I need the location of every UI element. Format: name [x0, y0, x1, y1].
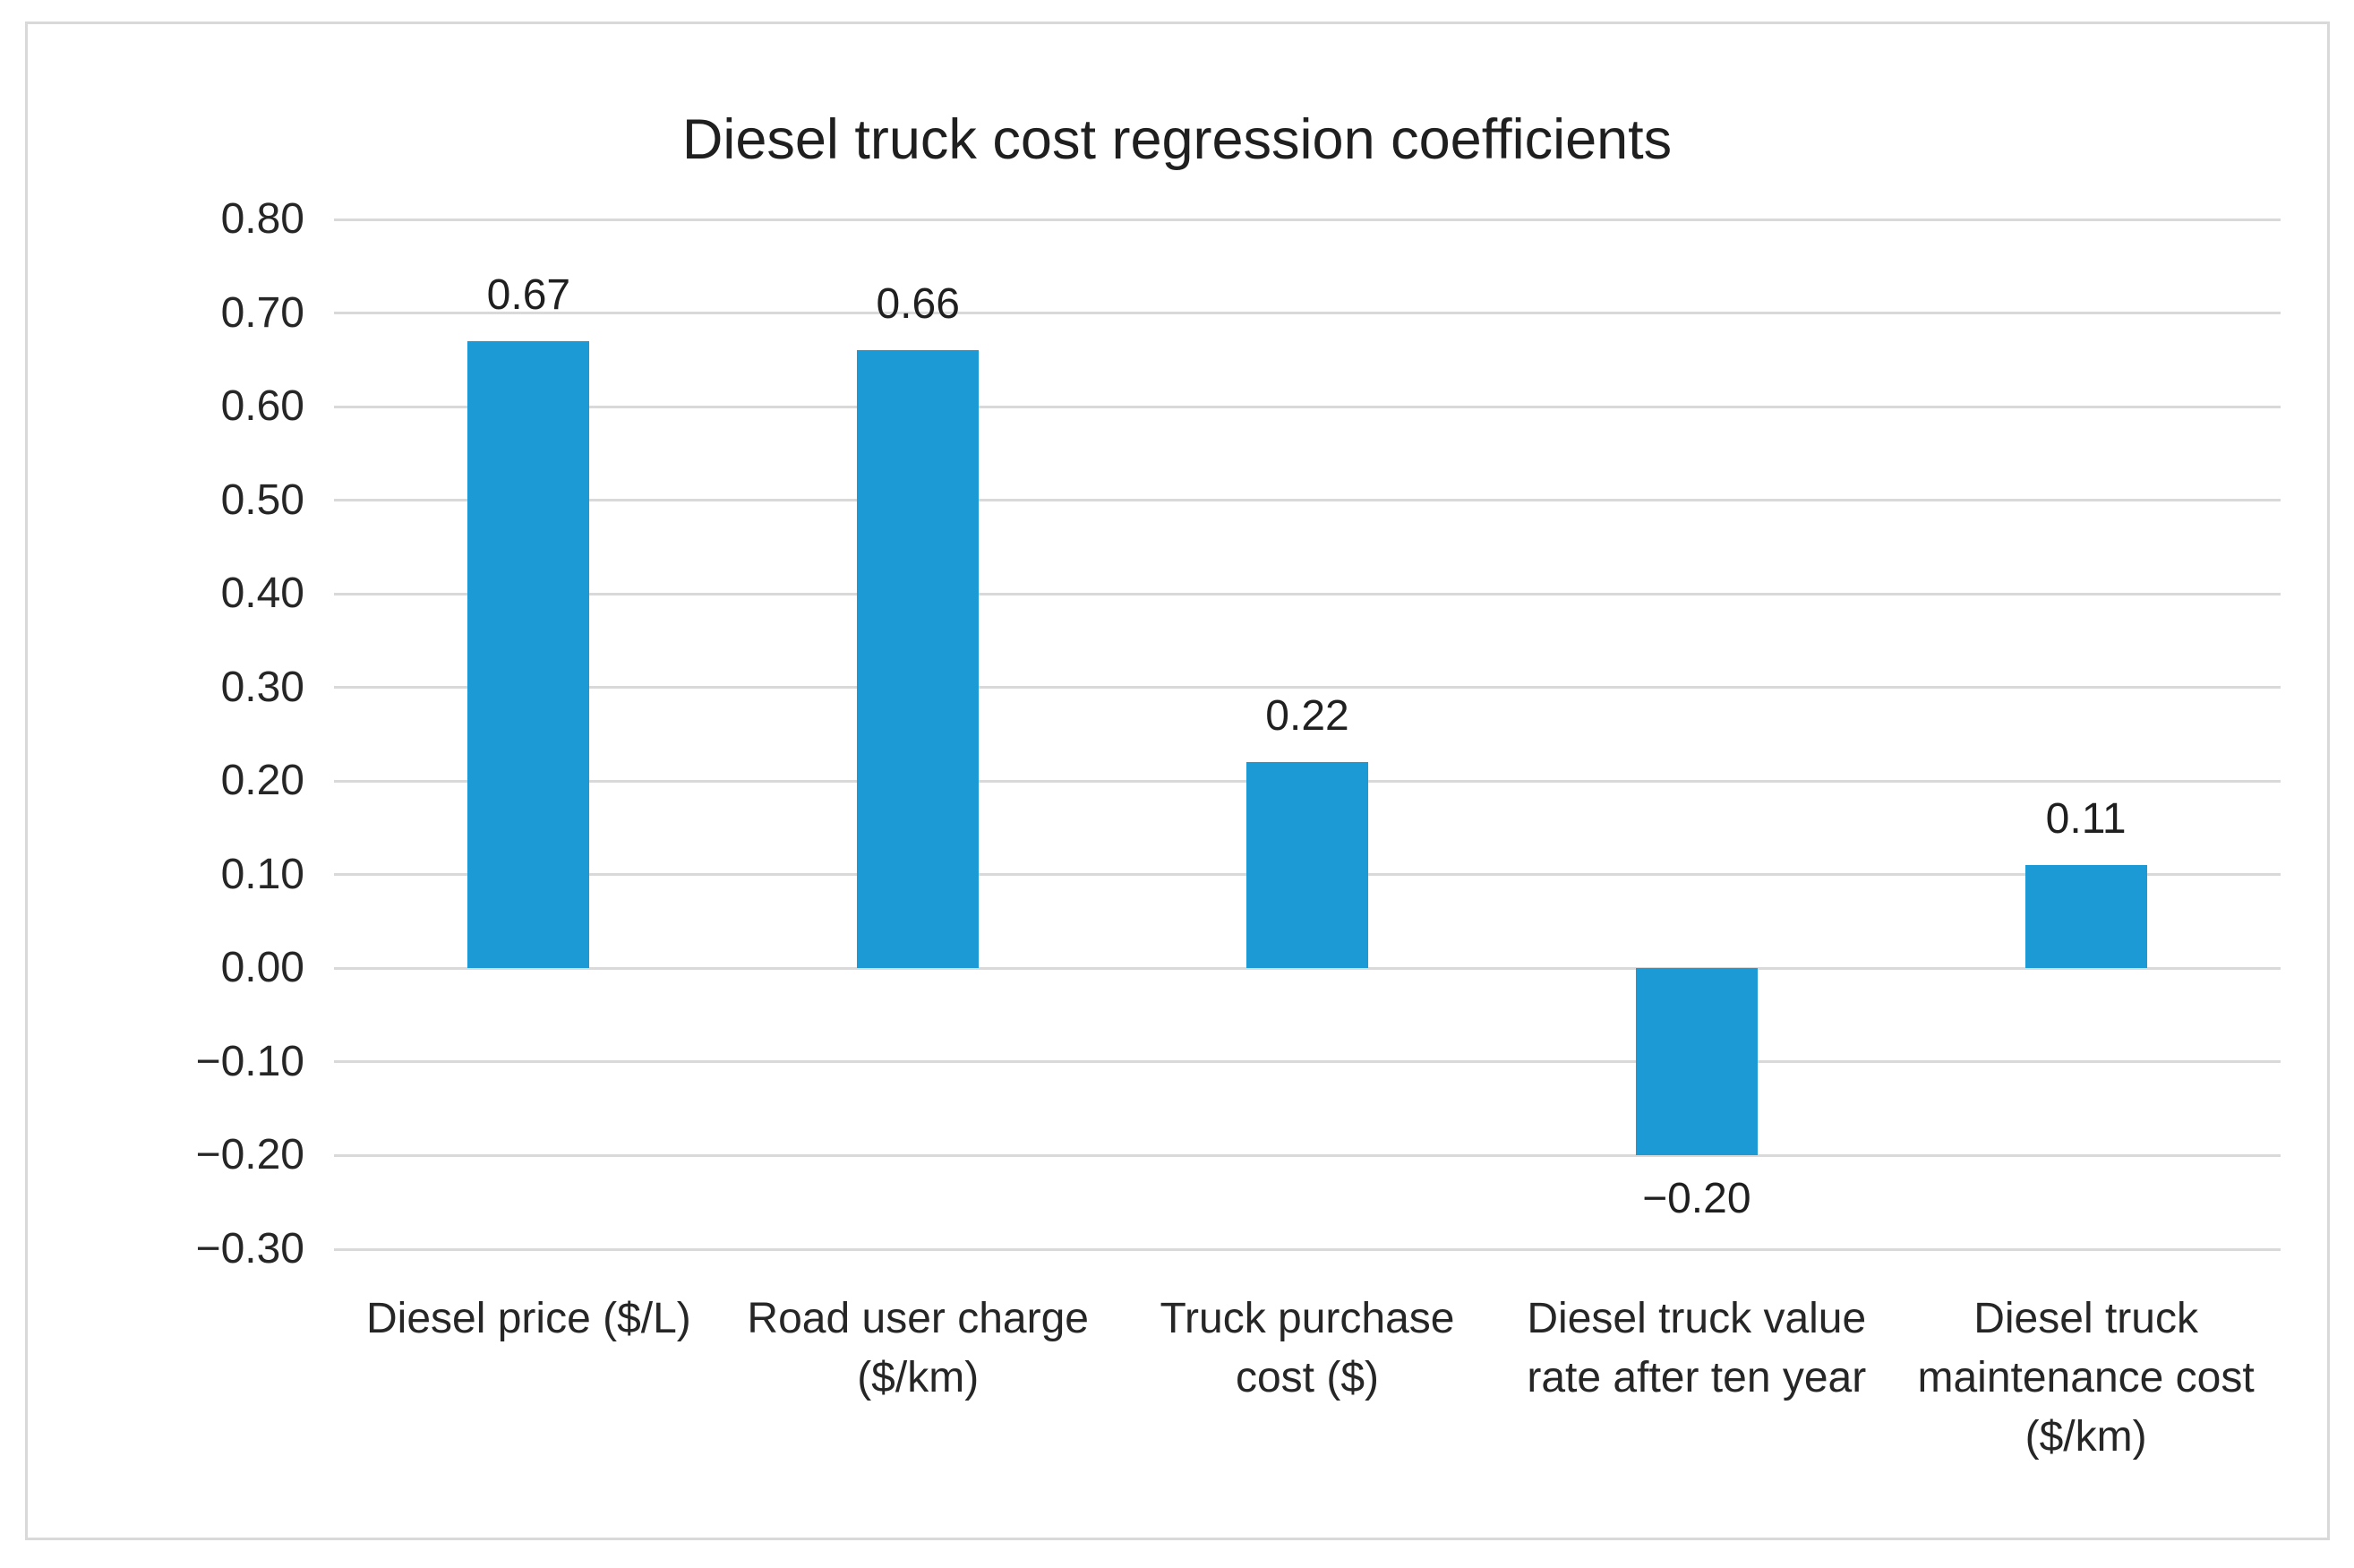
y-tick-label: −0.10 [195, 1037, 304, 1085]
x-axis: Diesel price ($/L) Road user charge ($/km… [334, 1290, 2281, 1540]
chart-title: Diesel truck cost regression coefficient… [681, 108, 1673, 172]
bar [1246, 762, 1368, 969]
x-category-label: Diesel price ($/L) [366, 1295, 691, 1342]
y-tick-label: 0.60 [220, 382, 304, 431]
bar [467, 340, 590, 969]
gridline [334, 499, 2281, 502]
gridline [334, 1060, 2281, 1064]
y-tick-label: 0.10 [220, 850, 304, 898]
y-tick-label: 0.00 [220, 944, 304, 992]
gridline [334, 312, 2281, 315]
x-category-label: Road user charge ($/km) [747, 1295, 1089, 1401]
bar [857, 350, 980, 969]
x-category-label: Truck purchase cost ($) [1160, 1295, 1455, 1401]
y-axis: 0.80 0.70 0.60 0.50 0.40 0.30 0.20 0.10 0.00 −0.1… [0, 0, 304, 1568]
y-tick-label: 0.20 [220, 757, 304, 805]
gridline [334, 592, 2281, 595]
x-category-label: Diesel truck maintenance cost ($/km) [1917, 1295, 2255, 1461]
gridline [334, 1247, 2281, 1251]
x-category-label: Diesel truck value rate after ten year [1527, 1295, 1867, 1401]
bar [1635, 968, 1758, 1156]
y-tick-label: 0.70 [220, 288, 304, 337]
gridline [334, 686, 2281, 690]
y-tick-label: 0.40 [220, 570, 304, 618]
bar-data-label: 0.67 [486, 270, 571, 319]
bar-data-label: 0.22 [1265, 692, 1349, 741]
y-tick-label: −0.20 [195, 1131, 304, 1179]
gridline [334, 405, 2281, 408]
gridline [334, 966, 2281, 970]
y-tick-label: 0.50 [220, 476, 304, 524]
bar-data-label: −0.20 [1642, 1175, 1751, 1223]
gridline [334, 1153, 2281, 1157]
bar [2024, 865, 2147, 969]
y-tick-label: 0.30 [220, 663, 304, 711]
gridline [334, 218, 2281, 221]
bar-data-label: 0.66 [876, 280, 960, 329]
bar-data-label: 0.11 [2045, 795, 2127, 844]
plot-area: 0.67 0.66 0.22 −0.20 0.11 [334, 218, 2281, 1251]
y-tick-label: 0.80 [220, 195, 304, 243]
y-tick-label: −0.30 [195, 1225, 304, 1272]
